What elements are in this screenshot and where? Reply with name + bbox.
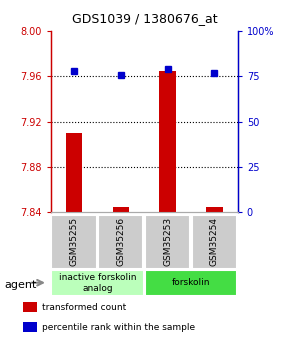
Text: forskolin: forskolin	[172, 278, 210, 287]
Text: percentile rank within the sample: percentile rank within the sample	[42, 323, 196, 332]
Bar	[51, 215, 97, 268]
Text: inactive forskolin
analog: inactive forskolin analog	[59, 273, 136, 293]
Text: GDS1039 / 1380676_at: GDS1039 / 1380676_at	[72, 12, 218, 26]
Bar	[145, 215, 190, 268]
Bar	[51, 270, 144, 296]
Text: GSM35254: GSM35254	[210, 217, 219, 266]
Text: GSM35253: GSM35253	[163, 217, 172, 266]
Bar	[66, 133, 82, 212]
Bar	[23, 302, 37, 313]
Text: transformed count: transformed count	[42, 303, 127, 312]
Bar	[98, 215, 143, 268]
Text: GSM35256: GSM35256	[116, 217, 125, 266]
Bar	[191, 215, 237, 268]
Text: agent: agent	[4, 280, 37, 289]
Bar	[160, 71, 176, 212]
Bar	[206, 207, 223, 212]
Bar	[23, 322, 37, 332]
Bar	[113, 207, 129, 212]
Bar	[145, 270, 237, 296]
Text: GSM35255: GSM35255	[70, 217, 79, 266]
